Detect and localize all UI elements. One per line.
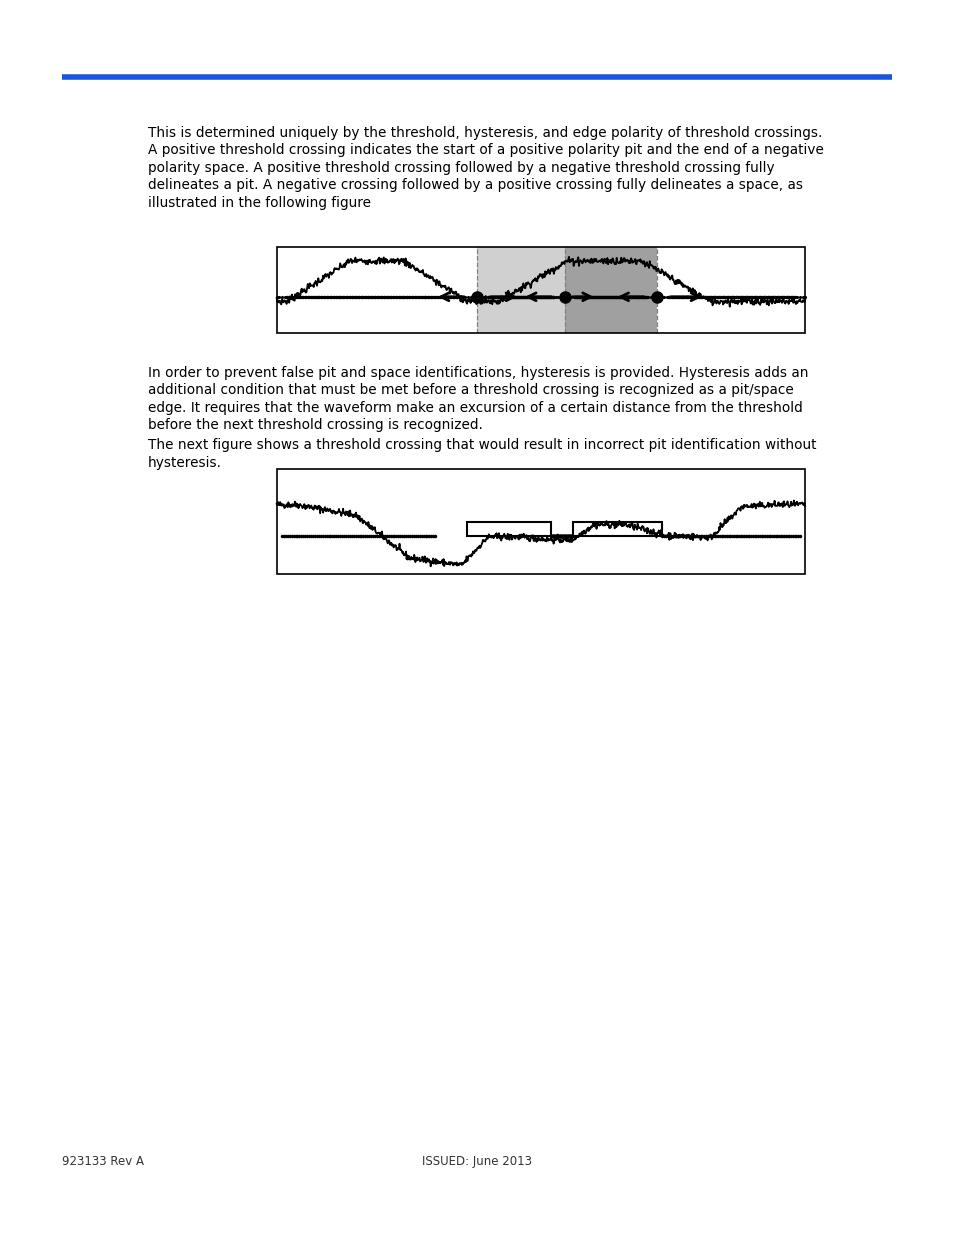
Text: In order to prevent false pit and space identifications, hysteresis is provided.: In order to prevent false pit and space … (148, 366, 807, 379)
Bar (466, 521, 551, 536)
Text: additional condition that must be met before a threshold crossing is recognized : additional condition that must be met be… (148, 383, 793, 398)
Bar (564, 247, 657, 333)
Text: edge. It requires that the waveform make an excursion of a certain distance from: edge. It requires that the waveform make… (148, 400, 801, 415)
Text: illustrated in the following figure: illustrated in the following figure (148, 196, 371, 210)
Text: A positive threshold crossing indicates the start of a positive polarity pit and: A positive threshold crossing indicates … (148, 143, 822, 158)
Text: hysteresis.: hysteresis. (148, 456, 222, 471)
Text: The next figure shows a threshold crossing that would result in incorrect pit id: The next figure shows a threshold crossi… (148, 438, 816, 452)
Text: polarity space. A positive threshold crossing followed by a negative threshold c: polarity space. A positive threshold cro… (148, 161, 774, 175)
Text: ISSUED: June 2013: ISSUED: June 2013 (421, 1155, 532, 1168)
Text: delineates a pit. A negative crossing followed by a positive crossing fully deli: delineates a pit. A negative crossing fo… (148, 179, 802, 193)
Text: This is determined uniquely by the threshold, hysteresis, and edge polarity of t: This is determined uniquely by the thres… (148, 126, 821, 140)
Text: 923133 Rev A: 923133 Rev A (62, 1155, 144, 1168)
Bar (477, 247, 564, 333)
Text: before the next threshold crossing is recognized.: before the next threshold crossing is re… (148, 419, 482, 432)
Bar (572, 521, 661, 536)
